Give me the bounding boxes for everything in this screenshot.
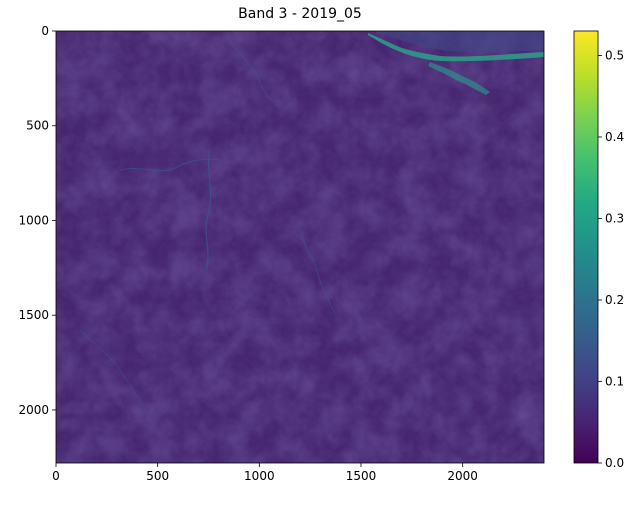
- colorbar-tick-label: 0.1: [605, 374, 624, 388]
- colorbar-tick-label: 0.2: [605, 293, 624, 307]
- river-feature-1: [205, 149, 212, 271]
- heatmap-plot-area: [56, 31, 544, 463]
- bright-feature-shoal: [428, 62, 490, 95]
- x-axis: 0 500 1000 1500 2000: [52, 463, 478, 483]
- bright-feature-bay: [372, 31, 544, 53]
- y-tick-label: 1000: [18, 213, 49, 227]
- bright-feature-coastline: [368, 33, 544, 62]
- colorbar-tick-label: 0.3: [605, 211, 624, 225]
- x-tick-label: 2000: [447, 469, 478, 483]
- colorbar-tick-label: 0.5: [605, 48, 624, 62]
- y-tick-label: 0: [41, 24, 49, 38]
- heatmap-texture-dark: [56, 31, 544, 463]
- y-tick-label: 500: [26, 119, 49, 133]
- y-axis: 0 500 1000 1500 2000: [18, 24, 56, 417]
- x-tick-label: 1500: [346, 469, 377, 483]
- colorbar-axis: 0.0 0.1 0.2 0.3 0.4 0.5: [598, 48, 624, 470]
- plot-frame: [55, 30, 545, 464]
- x-tick-label: 1000: [244, 469, 275, 483]
- river-feature-2: [119, 158, 221, 172]
- y-tick-label: 2000: [18, 403, 49, 417]
- y-tick-label: 1500: [18, 308, 49, 322]
- river-feature-5: [79, 329, 151, 421]
- chart-title: Band 3 - 2019_05: [238, 6, 362, 22]
- colorbar-tick-label: 0.0: [605, 456, 624, 470]
- x-tick-label: 500: [146, 469, 169, 483]
- river-feature-3: [299, 229, 336, 316]
- river-feature-4: [229, 39, 281, 109]
- colorbar: [573, 30, 599, 464]
- x-tick-label: 0: [52, 469, 60, 483]
- colorbar-tick-label: 0.4: [605, 130, 624, 144]
